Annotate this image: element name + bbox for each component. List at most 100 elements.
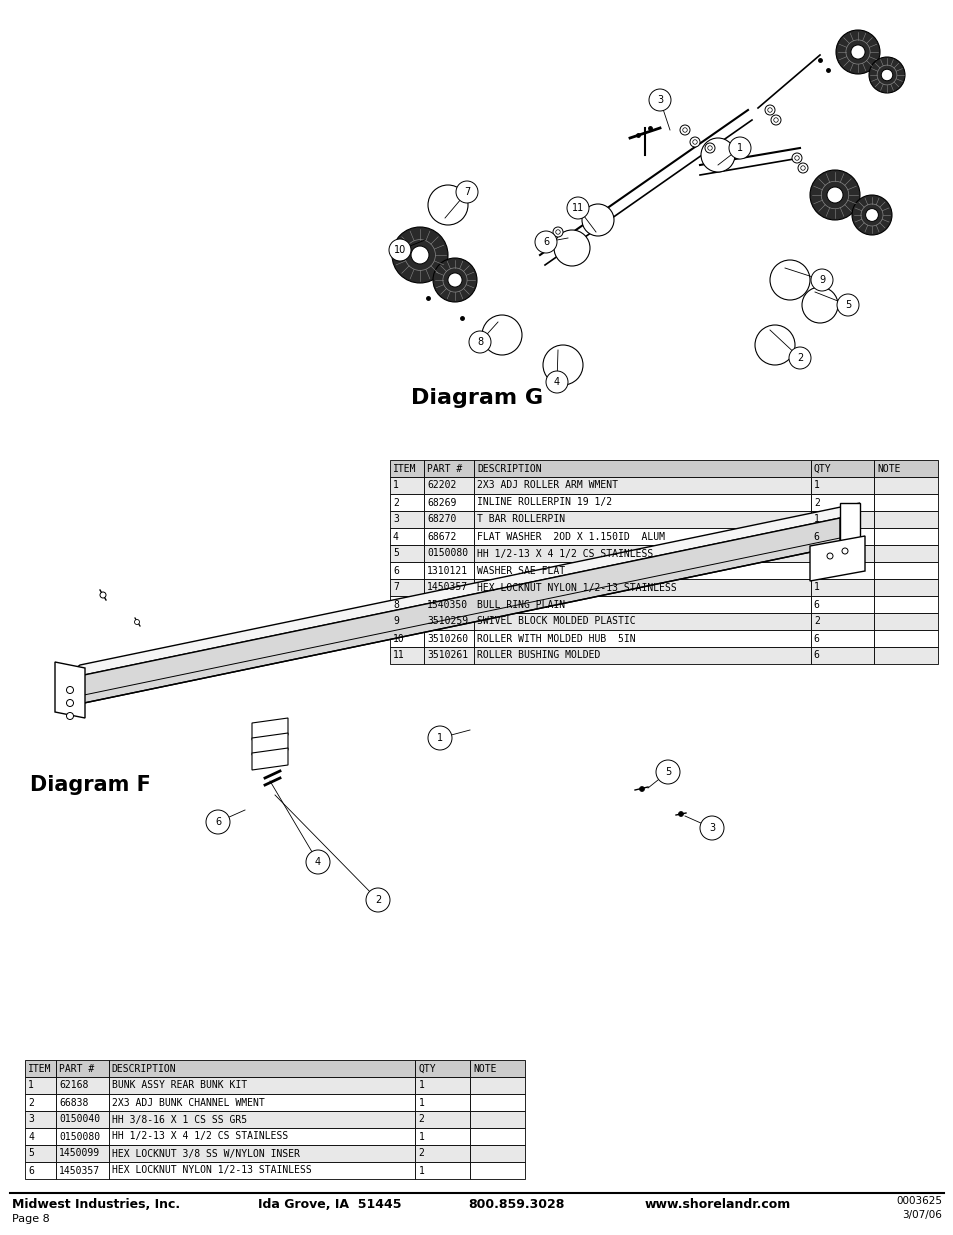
Bar [390,494,423,511]
Bar [109,1112,416,1128]
Bar [874,494,937,511]
Text: 66838: 66838 [59,1098,89,1108]
Bar [56,1128,109,1145]
Bar [810,545,874,562]
Bar [474,630,810,647]
Text: 3510259: 3510259 [427,616,468,626]
Circle shape [469,331,491,353]
Bar [474,613,810,630]
Text: NOTE: NOTE [473,1063,496,1073]
Circle shape [679,125,689,135]
Circle shape [100,592,106,598]
Bar [25,1077,56,1094]
Circle shape [689,137,700,147]
Circle shape [306,850,330,874]
Circle shape [542,235,553,245]
Bar [874,579,937,597]
Text: HEX LOCKNUT 3/8 SS W/NYLON INSER: HEX LOCKNUT 3/8 SS W/NYLON INSER [112,1149,299,1158]
Bar [390,545,423,562]
Text: NOTE: NOTE [877,463,900,473]
Text: 6: 6 [813,566,819,576]
Text: HH 1/2-13 X 4 1/2 CS STAINLESS: HH 1/2-13 X 4 1/2 CS STAINLESS [476,548,653,558]
Bar [874,562,937,579]
Text: 3: 3 [708,823,715,832]
Bar [470,1094,524,1112]
Bar [416,1128,470,1145]
Text: 68270: 68270 [427,515,456,525]
Bar [416,1112,470,1128]
Text: 6: 6 [813,531,819,541]
Circle shape [800,165,804,170]
Circle shape [639,787,644,792]
Polygon shape [809,536,864,580]
Text: 0150080: 0150080 [59,1131,100,1141]
Bar [109,1128,416,1145]
Circle shape [773,117,778,122]
Text: INLINE ROLLERPIN 19 1/2: INLINE ROLLERPIN 19 1/2 [476,498,612,508]
Text: 5: 5 [664,767,670,777]
Text: 6: 6 [393,566,398,576]
Text: 68672: 68672 [427,531,456,541]
Text: 1: 1 [418,1081,424,1091]
Text: 800.859.3028: 800.859.3028 [468,1198,564,1212]
Bar [25,1094,56,1112]
Text: 4: 4 [393,531,398,541]
Text: 62168: 62168 [59,1081,89,1091]
Bar [416,1145,470,1162]
Circle shape [67,699,73,706]
Circle shape [864,209,878,221]
Text: 7: 7 [463,186,470,198]
Bar [109,1145,416,1162]
Circle shape [656,760,679,784]
Circle shape [810,269,832,291]
Text: 1: 1 [813,548,819,558]
Circle shape [788,347,810,369]
Text: 1: 1 [436,734,442,743]
Text: 8: 8 [476,337,482,347]
Bar [56,1162,109,1179]
Bar [423,647,474,664]
Bar [25,1145,56,1162]
Bar [390,511,423,529]
Circle shape [682,127,686,132]
Text: 2: 2 [375,895,381,905]
Text: DESCRIPTION: DESCRIPTION [476,463,541,473]
Text: 0150080: 0150080 [427,548,468,558]
Bar [423,562,474,579]
Text: 1: 1 [813,515,819,525]
Bar [474,529,810,545]
Bar [416,1060,470,1077]
Circle shape [545,370,567,393]
Bar [470,1060,524,1077]
Bar [474,579,810,597]
Polygon shape [252,748,288,769]
Text: 1: 1 [418,1131,424,1141]
Circle shape [556,230,559,235]
Text: 2X3 ADJ BUNK CHANNEL WMENT: 2X3 ADJ BUNK CHANNEL WMENT [112,1098,264,1108]
Circle shape [392,227,448,283]
Bar [390,562,423,579]
Bar [874,647,937,664]
Text: 6: 6 [542,237,549,247]
Text: 2: 2 [813,498,819,508]
Text: T BAR ROLLERPIN: T BAR ROLLERPIN [476,515,565,525]
Circle shape [692,140,697,144]
Circle shape [704,143,714,153]
Circle shape [553,227,562,237]
Bar [423,494,474,511]
Text: 1: 1 [418,1166,424,1176]
Bar [810,647,874,664]
Circle shape [535,231,557,253]
Text: 7: 7 [393,583,398,593]
Bar [474,562,810,579]
Bar [810,597,874,613]
Bar [810,630,874,647]
Bar [874,511,937,529]
Text: 2: 2 [28,1098,34,1108]
Bar [474,494,810,511]
Text: 1450099: 1450099 [59,1149,100,1158]
Circle shape [841,548,847,555]
Text: 4: 4 [314,857,321,867]
Circle shape [67,713,73,720]
Text: 6: 6 [813,599,819,610]
